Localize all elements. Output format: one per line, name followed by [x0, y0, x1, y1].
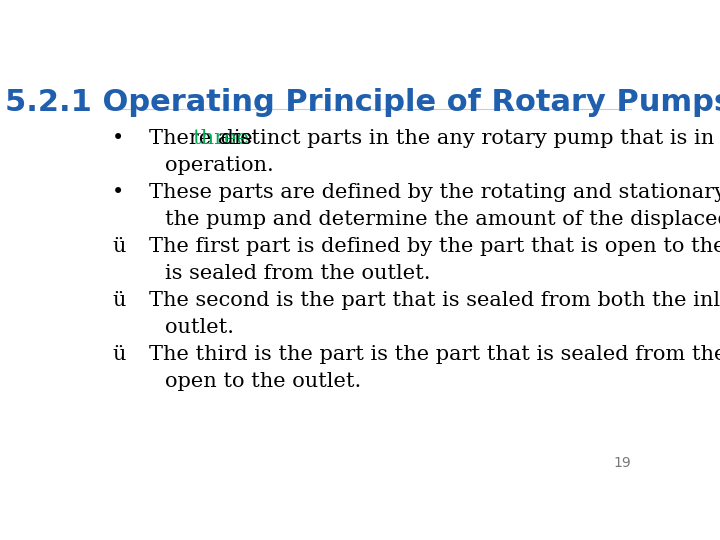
Text: outlet.: outlet. — [166, 318, 234, 337]
Text: is sealed from the outlet.: is sealed from the outlet. — [166, 264, 431, 283]
Text: There are: There are — [148, 129, 259, 149]
Text: ü: ü — [112, 292, 126, 310]
Text: The third is the part is the part that is sealed from the inlet but: The third is the part is the part that i… — [148, 346, 720, 365]
Text: distinct parts in the any rotary pump that is in: distinct parts in the any rotary pump th… — [214, 129, 714, 149]
Text: operation.: operation. — [166, 156, 274, 175]
Text: •: • — [112, 129, 125, 149]
Text: These parts are defined by the rotating and stationary parts of: These parts are defined by the rotating … — [148, 183, 720, 202]
Text: the pump and determine the amount of the displaced volume.: the pump and determine the amount of the… — [166, 210, 720, 229]
Text: 5.2.1 Operating Principle of Rotary Pumps: 5.2.1 Operating Principle of Rotary Pump… — [6, 87, 720, 117]
Text: •: • — [112, 183, 125, 202]
Text: 19: 19 — [613, 456, 631, 470]
Text: open to the outlet.: open to the outlet. — [166, 372, 361, 391]
Text: three: three — [192, 129, 249, 149]
Text: The first part is defined by the part that is open to the inlet and: The first part is defined by the part th… — [148, 237, 720, 256]
Text: ü: ü — [112, 237, 126, 256]
Text: The second is the part that is sealed from both the inlet and: The second is the part that is sealed fr… — [148, 292, 720, 310]
Text: ü: ü — [112, 346, 126, 365]
